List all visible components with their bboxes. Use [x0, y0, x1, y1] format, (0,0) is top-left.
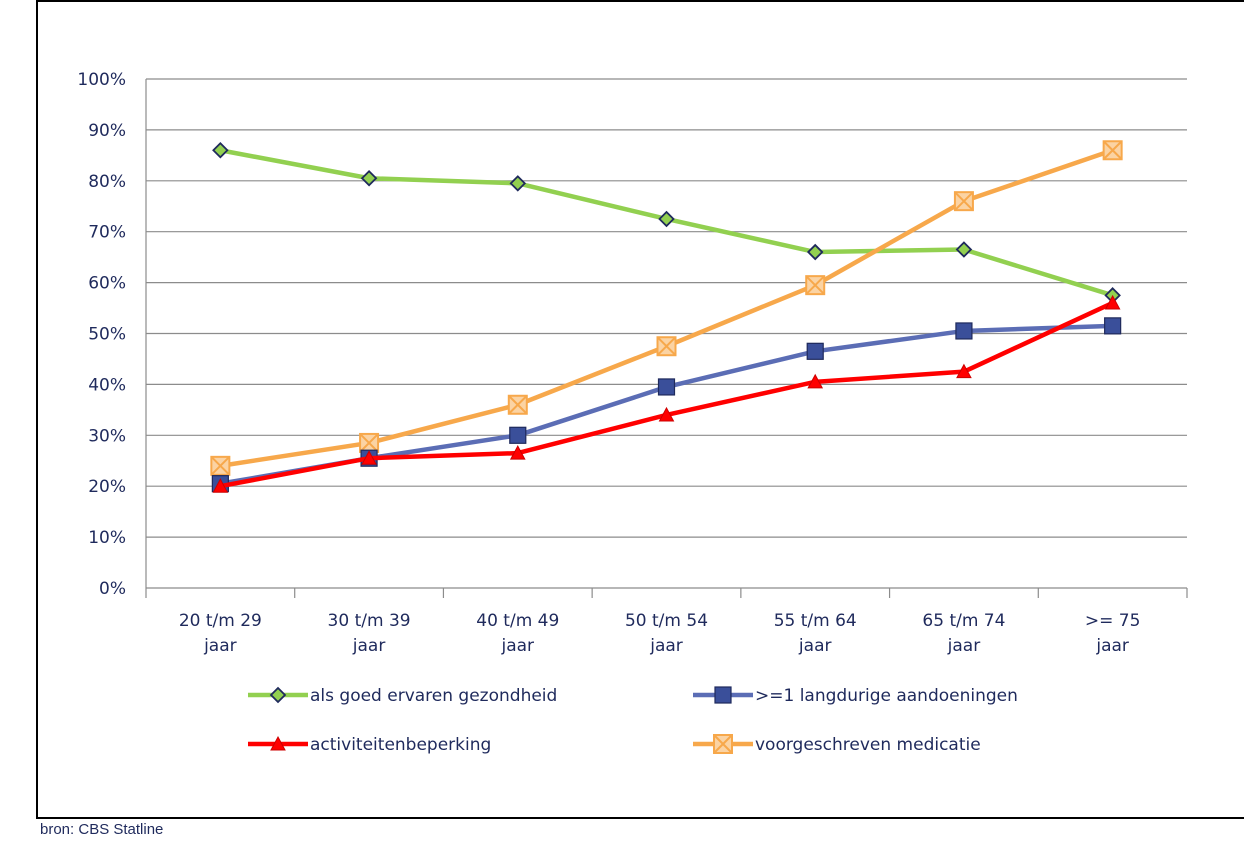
- data-point-marker: [1104, 294, 1121, 310]
- data-point-marker: [658, 406, 675, 422]
- data-point-marker: [360, 169, 378, 187]
- line-chart: 0% 10% 20% 30% 40% 50% 60% 70% 80% 90% 100% 20 t/m …: [77, 70, 1188, 755]
- legend-swatch-marker: [270, 735, 286, 751]
- y-tick-label: 80%: [88, 172, 126, 192]
- y-tick-label: 50%: [88, 325, 126, 345]
- data-point-marker: [361, 450, 377, 465]
- legend-swatch-marker: [713, 734, 733, 754]
- legend-label: als goed ervaren gezondheid: [310, 686, 557, 706]
- data-point-marker: [1104, 317, 1122, 335]
- y-tick-label: 10%: [88, 528, 126, 548]
- data-point-marker: [212, 478, 229, 493]
- x-tick-label: 30 t/m 39 jaar: [328, 611, 411, 656]
- data-point-marker: [658, 210, 675, 228]
- data-point-marker: [212, 141, 229, 159]
- data-point-marker: [955, 322, 973, 340]
- x-tick-label: 40 t/m 49 jaar: [476, 611, 559, 656]
- x-tick-label: 50 t/m 54 jaar: [625, 611, 708, 656]
- data-point-marker: [656, 336, 677, 357]
- x-tick-label: >= 75 jaar: [1085, 611, 1141, 656]
- data-point-marker: [806, 243, 824, 261]
- legend-swatch-marker: [714, 686, 732, 704]
- data-point-marker: [509, 445, 526, 460]
- y-tick-label: 100%: [77, 70, 126, 90]
- data-point-marker: [956, 363, 972, 379]
- data-point-marker: [509, 175, 527, 192]
- data-point-marker: [805, 275, 826, 296]
- y-tick-label: 30%: [88, 426, 126, 446]
- legend-swatch-marker: [269, 686, 287, 704]
- y-tick-label: 60%: [88, 274, 126, 294]
- data-point-marker: [806, 342, 824, 360]
- source-note: bron: CBS Statline: [40, 821, 164, 838]
- y-tick-label: 70%: [88, 223, 126, 243]
- data-point-marker: [507, 394, 528, 415]
- data-point-marker: [1102, 140, 1123, 161]
- data-point-marker: [955, 241, 973, 258]
- legend-label: voorgeschreven medicatie: [755, 735, 981, 755]
- y-tick-label: 20%: [88, 477, 126, 497]
- data-point-marker: [953, 191, 974, 212]
- legend-label: >=1 langdurige aandoeningen: [755, 686, 1018, 706]
- x-tick-label: 20 t/m 29 jaar: [179, 611, 262, 656]
- legend-label: activiteitenbeperking: [310, 735, 491, 755]
- data-point-marker: [807, 373, 824, 389]
- data-point-marker: [210, 455, 231, 476]
- x-tick-label: 65 t/m 74 jaar: [922, 611, 1005, 656]
- y-tick-label: 0%: [99, 579, 126, 599]
- y-tick-label: 40%: [88, 375, 126, 395]
- y-tick-label: 90%: [88, 121, 126, 141]
- data-point-marker: [509, 426, 527, 444]
- data-point-marker: [657, 378, 676, 396]
- data-point-marker: [359, 432, 380, 453]
- x-tick-label: 55 t/m 64 jaar: [774, 611, 857, 656]
- chart-frame: [36, 0, 1244, 819]
